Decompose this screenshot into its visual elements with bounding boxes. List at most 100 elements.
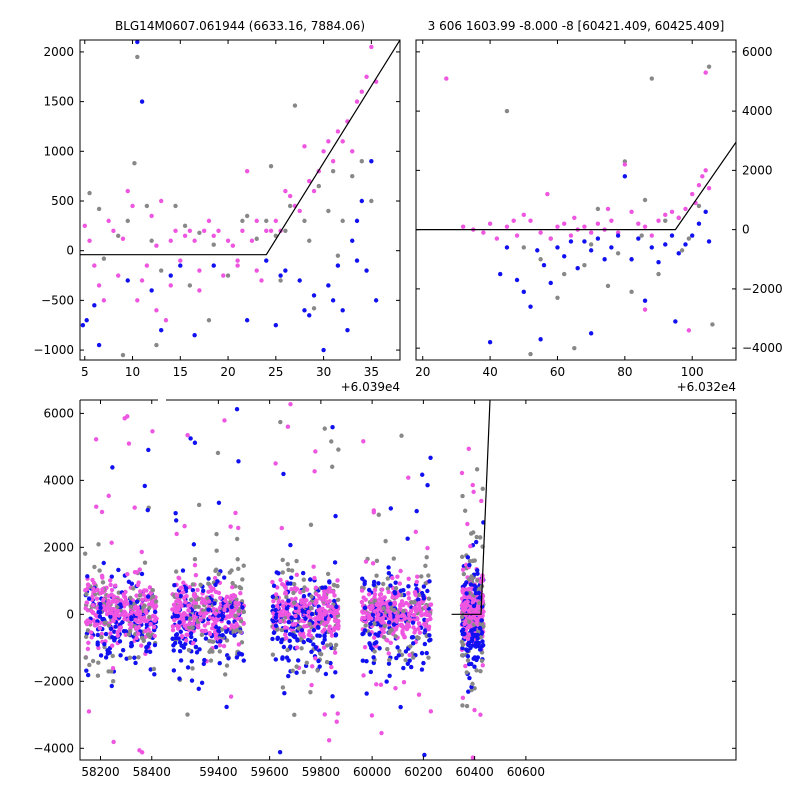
data-point: [86, 596, 92, 601]
data-point: [386, 651, 391, 656]
data-point: [555, 245, 560, 250]
data-point: [371, 655, 376, 660]
data-point: [582, 224, 587, 229]
data-point: [268, 228, 274, 234]
data-point: [400, 602, 406, 608]
data-point: [224, 629, 229, 634]
data-point: [101, 560, 106, 566]
data-point: [402, 635, 407, 640]
y-tick-label: 1500: [43, 95, 74, 109]
data-point: [152, 609, 158, 614]
data-point: [427, 638, 432, 643]
data-point: [88, 630, 94, 635]
data-point: [322, 612, 327, 617]
data-point: [182, 223, 188, 229]
data-point: [137, 748, 142, 753]
data-point: [83, 588, 88, 593]
data-point: [206, 599, 212, 604]
data-point: [398, 704, 403, 710]
x-tick-label: 20: [415, 365, 430, 379]
data-point: [131, 586, 136, 591]
data-point: [361, 439, 366, 444]
data-point: [182, 623, 187, 628]
data-point: [323, 585, 328, 590]
chart-title: 3 606 1603.99 -8.000 -8 [60421.409, 6042…: [428, 19, 725, 33]
data-point: [478, 712, 483, 717]
data-point: [463, 663, 468, 669]
data-point: [134, 570, 140, 575]
data-point: [473, 539, 479, 545]
data-point: [125, 572, 130, 577]
data-point: [278, 577, 283, 583]
data-point: [101, 298, 107, 303]
data-point: [279, 627, 285, 633]
data-point: [216, 500, 222, 505]
data-point: [146, 627, 151, 632]
data-point: [235, 263, 240, 268]
data-point: [229, 568, 234, 573]
data-point: [615, 251, 621, 256]
data-point: [229, 613, 234, 618]
data-point: [184, 586, 189, 591]
data-point: [139, 99, 145, 104]
data-point: [277, 749, 283, 755]
x-offset-label: +6.032e4: [677, 380, 736, 394]
data-point: [84, 318, 89, 323]
data-point: [147, 585, 153, 590]
data-point: [371, 510, 376, 515]
data-point: [173, 228, 178, 234]
data-point: [98, 605, 103, 611]
data-point: [291, 590, 296, 596]
data-point: [368, 669, 374, 675]
data-point: [588, 242, 594, 247]
data-point: [407, 658, 412, 663]
data-point: [217, 643, 223, 648]
data-point: [212, 601, 217, 606]
data-point: [465, 555, 471, 560]
data-point: [278, 273, 283, 278]
data-point: [125, 218, 130, 224]
data-point: [413, 592, 418, 597]
data-point: [398, 568, 403, 574]
data-point: [325, 571, 331, 577]
data-point: [426, 655, 431, 660]
x-tick-label: 59800: [302, 765, 340, 779]
data-point: [326, 208, 331, 214]
data-point: [480, 663, 485, 668]
data-point: [629, 209, 634, 215]
data-point: [148, 621, 153, 627]
series-gray: [504, 64, 715, 357]
data-point: [428, 602, 434, 607]
data-point: [273, 596, 279, 601]
data-point: [110, 666, 116, 671]
data-point: [322, 592, 327, 598]
data-point: [642, 224, 648, 229]
data-point: [133, 617, 138, 623]
data-point: [304, 660, 310, 665]
data-point: [152, 618, 158, 623]
data-point: [223, 604, 228, 609]
data-point: [202, 628, 207, 634]
data-point: [555, 295, 560, 300]
data-point: [293, 605, 299, 611]
data-point: [185, 432, 190, 438]
data-point: [181, 590, 186, 595]
data-point: [376, 602, 382, 607]
data-point: [188, 616, 193, 621]
data-point: [191, 542, 197, 547]
data-point: [301, 588, 306, 594]
data-point: [96, 542, 101, 547]
data-point: [154, 308, 159, 313]
data-point: [176, 575, 181, 580]
data-point: [173, 635, 179, 641]
data-point: [109, 683, 114, 689]
data-point: [197, 230, 202, 235]
data-point: [197, 288, 202, 293]
data-point: [369, 713, 375, 718]
data-point: [129, 610, 134, 615]
data-point: [360, 631, 365, 637]
series-blue: [487, 174, 712, 345]
data-point: [233, 510, 238, 516]
data-point: [135, 40, 140, 45]
data-point: [283, 611, 289, 617]
